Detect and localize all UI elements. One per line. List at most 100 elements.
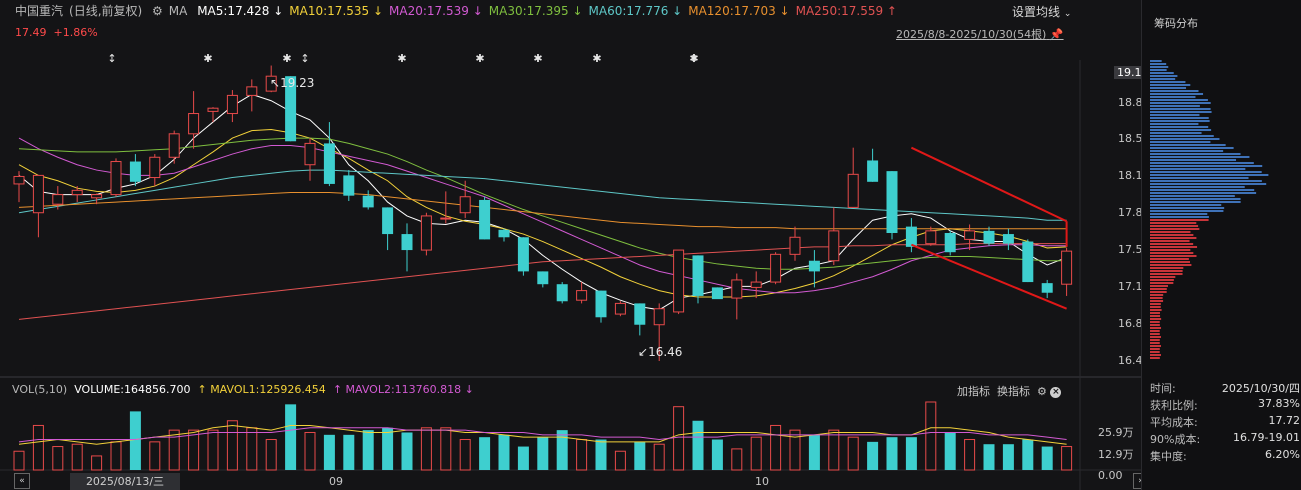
ma-value-1: MA10:17.535 ↓ (289, 4, 384, 18)
volume-bar (71, 443, 83, 471)
chip-bar (1150, 63, 1167, 65)
chip-bar (1150, 282, 1174, 284)
chip-bar (1150, 174, 1269, 176)
candle-body (343, 175, 355, 196)
candle-body (1041, 283, 1053, 293)
gear-icon[interactable]: ⚙ (1037, 385, 1047, 398)
ma-value-6: MA250:17.559 ↑ (795, 4, 897, 18)
candle-body (886, 171, 898, 233)
candle-body (673, 249, 685, 313)
volume-bar (207, 429, 219, 471)
low-annotation: ↙16.46 (638, 345, 682, 359)
chip-stat-row: 集中度: 6.20% (1150, 448, 1300, 464)
candle-body (517, 237, 529, 272)
chip-bar (1150, 156, 1250, 158)
volume-bar (188, 429, 200, 471)
candle-body (808, 260, 820, 272)
candle-body (925, 230, 937, 245)
chip-bar (1150, 165, 1263, 167)
scroll-left-button[interactable]: « (14, 473, 30, 489)
candle-body (32, 174, 44, 214)
ma-settings-button[interactable]: 设置均线 ⌄ (1012, 3, 1071, 20)
volume-title[interactable]: VOL(5,10) (12, 383, 68, 396)
chip-bar (1150, 135, 1214, 137)
candle-body (828, 230, 840, 262)
chip-stat-value: 6.20% (1265, 448, 1300, 461)
volume-bar (867, 441, 879, 470)
chip-bar (1150, 252, 1194, 254)
chip-bar (1150, 99, 1208, 101)
chip-bar (1150, 354, 1161, 356)
chip-bar (1150, 87, 1187, 89)
volume-bar (905, 437, 917, 470)
volume-bar (711, 439, 723, 470)
chip-bar (1150, 240, 1190, 242)
add-indicator-button[interactable]: 加指标 (957, 385, 990, 398)
chip-bar (1150, 81, 1186, 83)
candle-body (188, 113, 200, 135)
chip-bar (1150, 231, 1191, 233)
volume-bar (420, 427, 432, 471)
volume-bar (285, 404, 297, 470)
ma120-line (18, 191, 1067, 230)
candle-body (576, 290, 588, 301)
volume-bar (537, 437, 549, 470)
candle-body (731, 279, 743, 299)
chip-bar (1150, 222, 1197, 224)
indicator-toolbar: 加指标 换指标 ⚙ × (957, 383, 1062, 399)
chip-stat-label: 集中度: (1150, 450, 1187, 463)
chip-stat-label: 获利比例: (1150, 399, 1198, 412)
volume-bar (382, 427, 394, 470)
pin-icon[interactable]: 📌 (1049, 28, 1064, 41)
volume-bar (770, 424, 782, 471)
volume-bar (692, 420, 704, 470)
candle-body (944, 233, 956, 253)
high-value: 19.23 (280, 76, 315, 90)
switch-indicator-button[interactable]: 换指标 (997, 385, 1030, 398)
chip-bar (1150, 336, 1162, 338)
gear-icon[interactable]: ⚙ (152, 4, 163, 18)
kline-chart[interactable]: ↕ ✱ ✱ ↕ ✱ ✱ ✱ ✱ ✱↕ (0, 0, 1141, 490)
volume-bar (1002, 444, 1014, 470)
chip-bar (1150, 234, 1194, 236)
candle-body (13, 175, 25, 185)
date-range[interactable]: 2025/8/8-2025/10/30(54根) 📌 (896, 26, 1064, 42)
chip-bar (1150, 309, 1162, 311)
trend-line (910, 146, 1068, 223)
chip-bar (1150, 270, 1183, 272)
volume-bar (401, 432, 413, 470)
trend-line (911, 243, 1067, 310)
chip-bar (1150, 93, 1204, 95)
stock-name[interactable]: 中国重汽 (15, 4, 64, 18)
candle-body (653, 308, 665, 326)
ma-value-2: MA20:17.539 ↓ (389, 4, 483, 18)
chip-bar (1150, 303, 1161, 305)
chip-bar (1150, 132, 1202, 134)
chip-bar (1150, 120, 1210, 122)
volume-bar (110, 441, 122, 471)
chip-stat-label: 平均成本: (1150, 416, 1198, 429)
chip-bar (1150, 69, 1167, 71)
chip-bar (1150, 261, 1191, 263)
event-marker: ↕ (300, 52, 309, 65)
candle-body (1002, 234, 1014, 244)
event-marker: ✱ (282, 52, 291, 65)
chip-bar (1150, 213, 1208, 215)
volume-bar (13, 450, 25, 471)
chip-bar (1150, 105, 1200, 107)
volume-bar (129, 411, 141, 470)
arrow-icon: ↖ (270, 76, 281, 90)
close-icon[interactable]: × (1050, 386, 1062, 398)
chip-stat-value: 2025/10/30/四 (1221, 382, 1300, 395)
event-marker: ↕ (689, 52, 698, 65)
vol-axis-zero: 0.00 (1098, 469, 1123, 482)
period-info[interactable]: (日线,前复权) (69, 4, 143, 18)
candle-body (52, 194, 64, 205)
chip-stat-row: 90%成本: 16.79-19.01 (1150, 431, 1300, 447)
arrow-icon: ↙ (638, 345, 649, 359)
volume-bar (517, 446, 529, 470)
volume-bar (1022, 439, 1034, 470)
candle-body (246, 86, 258, 96)
cursor-date-label: 2025/08/13/三 (70, 473, 180, 490)
chip-stat-value: 37.83% (1258, 397, 1300, 410)
